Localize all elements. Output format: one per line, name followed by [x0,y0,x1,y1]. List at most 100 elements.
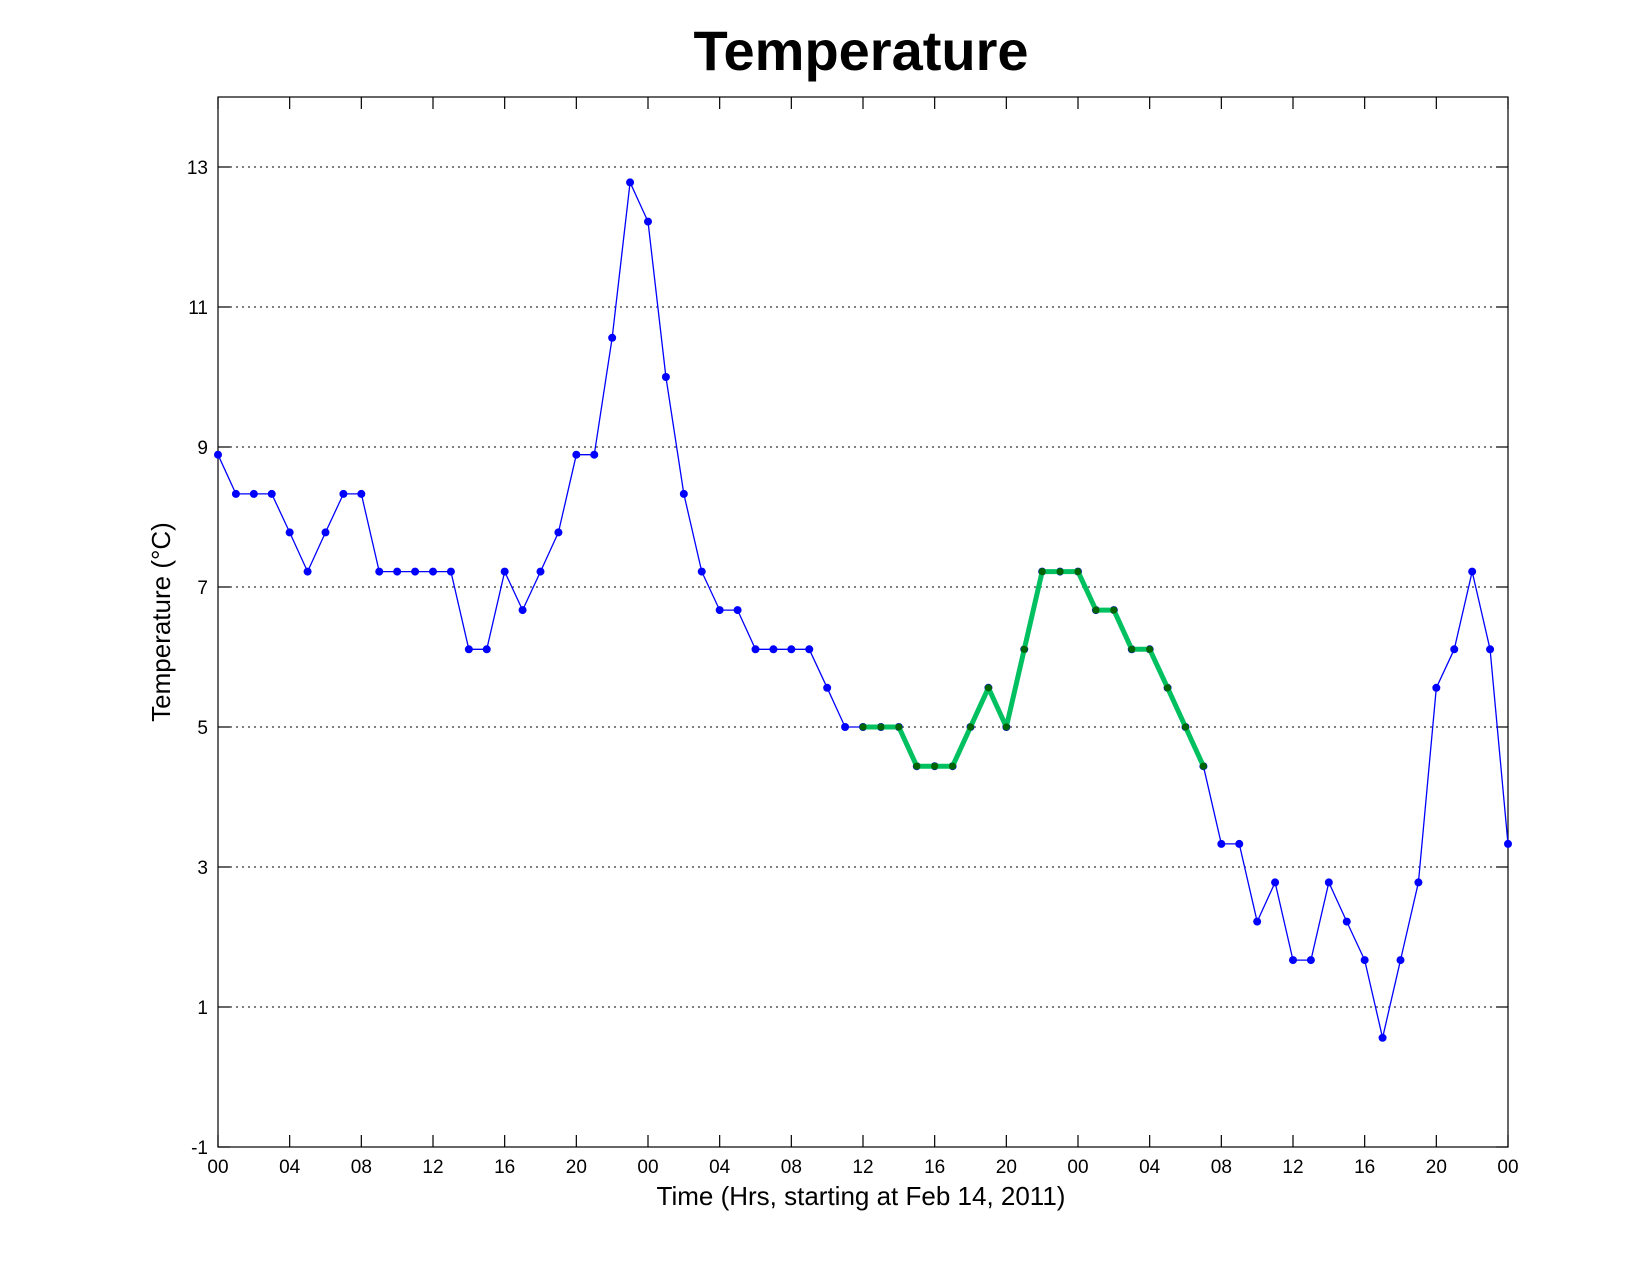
data-point [751,645,760,654]
data-point [1181,723,1190,731]
data-point [1038,568,1046,576]
y-tick-label: -1 [191,1138,208,1159]
data-point [1074,568,1082,576]
data-point [626,178,635,187]
data-point [644,217,652,226]
data-point [446,567,455,576]
data-point [1199,762,1208,770]
x-tick-label: 08 [1211,1157,1232,1178]
data-point [1146,645,1154,653]
plot-frame [217,96,1509,1148]
data-point [966,723,975,731]
y-tick-label: 7 [197,578,208,599]
data-point [1414,878,1423,887]
data-point [895,723,903,731]
x-tick-label: 12 [1282,1157,1303,1178]
data-point [393,567,402,576]
data-point [572,450,581,459]
y-tick-label: 3 [197,858,208,879]
y-tick-label: 5 [197,718,208,739]
x-tick-label: 16 [924,1157,945,1178]
y-tick-label: 1 [197,998,208,1019]
data-point [429,567,437,576]
data-point [1486,645,1495,654]
data-point [1128,645,1136,653]
data-point [697,567,706,576]
data-point [1235,839,1244,848]
data-point [214,450,222,459]
data-point [1432,683,1441,692]
data-point [518,606,527,615]
x-tick-label: 20 [566,1157,587,1178]
data-point [554,528,563,537]
x-tick-label: 20 [996,1157,1017,1178]
y-tick-label: 9 [197,438,208,459]
data-point [1342,917,1351,926]
data-point [1306,956,1315,965]
x-tick-label: 00 [1067,1157,1088,1178]
data-point [661,373,670,381]
data-point [357,489,366,498]
data-point [339,489,348,498]
x-tick-label: 00 [1497,1157,1518,1178]
y-tick-label: 13 [187,158,208,179]
data-point [231,489,240,498]
data-point [984,684,993,692]
data-point [464,645,473,654]
data-point [1092,606,1100,614]
x-tick-label: 12 [422,1157,443,1178]
x-tick-label: 04 [709,1157,731,1178]
x-tick-label: 00 [207,1157,228,1178]
data-point [1253,917,1262,926]
x-axis-label: Time (Hrs, starting at Feb 14, 2011) [657,1181,1066,1211]
data-point [1396,956,1405,965]
data-point [1271,878,1280,887]
data-point [1002,723,1010,731]
data-point [841,723,850,731]
y-tick-label: 11 [188,298,208,319]
data-point [948,762,957,770]
data-point [679,489,688,498]
chart-title: Temperature [693,19,1028,82]
data-point [1468,567,1477,576]
data-point [805,645,814,654]
data-point [859,723,867,731]
data-point [1020,645,1028,653]
data-point [877,723,885,731]
data-point [1378,1033,1387,1042]
data-point [787,645,796,654]
data-point [536,567,545,576]
data-point [823,683,832,692]
x-tick-label: 12 [852,1157,873,1178]
x-tick-label: 16 [494,1157,515,1178]
data-point [1324,878,1333,887]
data-point [1504,839,1512,848]
x-tick-label: 08 [351,1157,372,1178]
data-point [913,762,921,770]
data-point [411,567,420,576]
data-point [500,567,509,576]
series-line-green [863,569,1206,769]
data-point [1056,568,1064,576]
data-point [482,645,491,654]
data-point [1163,684,1172,692]
data-point [321,528,330,537]
x-tick-label: 20 [1426,1157,1447,1178]
x-tick-label: 04 [1139,1157,1161,1178]
x-tick-label: 16 [1354,1157,1375,1178]
data-point [769,645,778,654]
data-point [931,762,939,770]
y-axis-label: Temperature (°C) [146,522,176,722]
data-point [1110,606,1118,614]
data-point [1217,839,1226,848]
data-point [733,606,742,615]
data-point [375,567,384,576]
data-point [285,528,294,537]
x-tick-label: 00 [637,1157,658,1178]
data-point [715,606,724,615]
data-point [249,489,258,498]
data-point [1450,645,1459,654]
data-point [1360,956,1369,965]
x-tick-label: 04 [279,1157,301,1178]
